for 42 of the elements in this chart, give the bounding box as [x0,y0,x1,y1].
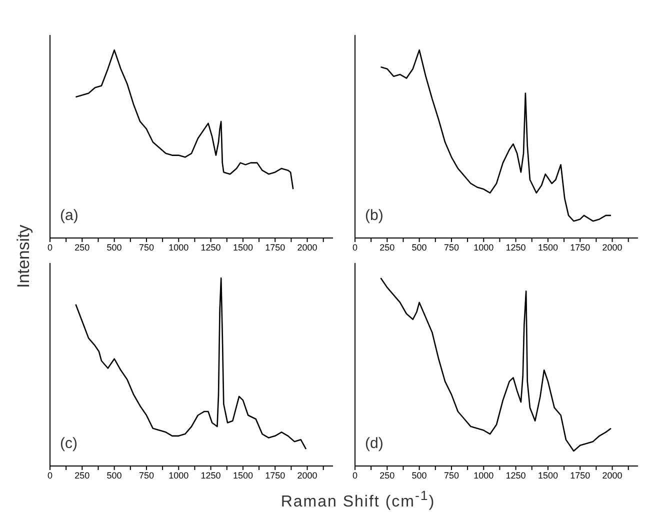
x-tick-label: 500 [106,242,122,252]
annotation: (d) [365,435,384,452]
x-tick-label: 1000 [474,470,494,480]
x-tick-label: 1750 [570,242,590,252]
annotation: (b) [365,207,384,224]
x-tick-label: 250 [74,470,90,480]
x-tick-label: 0 [47,242,53,252]
x-tick-label: 250 [380,470,395,480]
x-tick-label: 500 [412,470,427,480]
x-tick-label: 2000 [602,470,622,480]
x-tick-label: 750 [444,470,459,480]
x-tick-label: 1000 [474,242,494,252]
x-tick-label: 500 [412,242,427,252]
x-tick-label: 250 [380,242,395,252]
x-tick-label: 1250 [200,242,221,252]
y-axis-title: Intensity [14,224,34,288]
x-tick-label: 1750 [570,470,590,480]
x-tick-label: 1250 [506,470,526,480]
x-tick-label: 0 [352,242,358,252]
annotation: (a) [60,207,78,224]
x-tick-label: 0 [47,470,53,480]
x-tick-label: 1000 [168,470,189,480]
x-tick-label: 1000 [168,242,189,252]
x-tick-label: 0 [352,470,358,480]
x-tick-label: 1750 [265,470,286,480]
x-tick-label: 1500 [538,242,558,252]
x-tick-label: 1750 [265,242,286,252]
x-tick-label: 500 [106,470,122,480]
x-tick-label: 750 [138,242,154,252]
x-tick-label: 2000 [297,242,318,252]
x-tick-label: 1500 [232,242,253,252]
x-axis-title: Raman Shift (cm$^{-1}$) [280,488,436,512]
x-tick-label: 2000 [602,242,622,252]
x-tick-label: 2000 [297,470,318,480]
x-tick-label: 750 [444,242,459,252]
x-tick-label: 1500 [538,470,558,480]
x-tick-label: 1250 [200,470,221,480]
x-tick-label: 1500 [232,470,253,480]
x-tick-label: 1250 [506,242,526,252]
x-tick-label: 250 [74,242,90,252]
x-tick-label: 750 [138,470,154,480]
annotation: (c) [60,435,78,452]
